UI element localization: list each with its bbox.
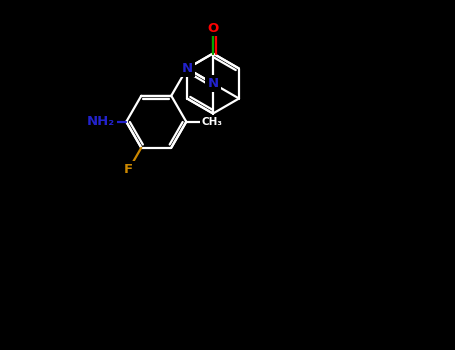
Text: F: F [124,163,133,176]
Text: CH₃: CH₃ [201,117,222,127]
Text: Cl: Cl [206,21,220,35]
Text: N: N [207,77,218,90]
Text: NH₂: NH₂ [87,115,115,128]
Text: O: O [207,21,218,35]
Text: N: N [182,62,192,75]
